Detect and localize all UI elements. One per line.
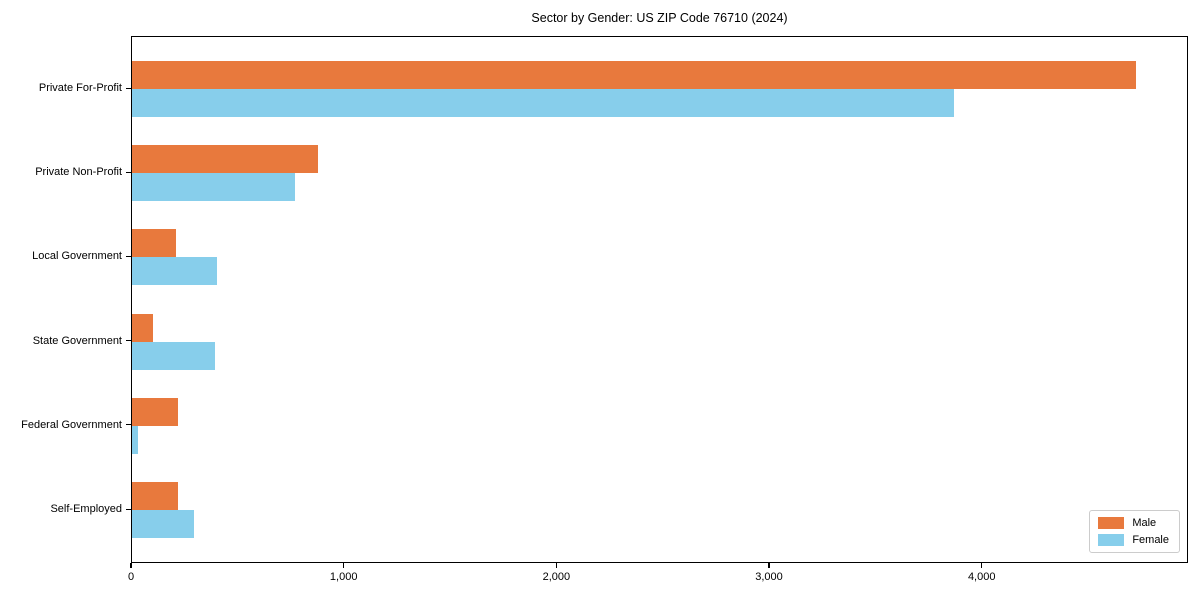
bar-male-private-non-profit	[132, 145, 319, 174]
y-axis-label: Private Non-Profit	[35, 166, 122, 179]
bar-male-state-government	[132, 313, 154, 342]
male-series-swatch	[1098, 517, 1125, 529]
legend-label-female: Female	[1132, 534, 1169, 546]
y-axis-label: State Government	[32, 334, 122, 347]
x-axis-tick	[981, 563, 983, 568]
female-series-swatch	[1098, 534, 1125, 546]
x-axis-tick-label: 0	[127, 571, 135, 583]
x-axis-tick	[555, 563, 557, 568]
x-axis-tick	[343, 563, 345, 568]
legend-item-female: Female	[1098, 534, 1169, 546]
y-axis-tick	[126, 424, 131, 426]
x-axis-tick	[130, 563, 132, 568]
y-axis-tick	[126, 171, 131, 173]
bar-male-local-government	[132, 229, 176, 258]
y-axis-label: Self-Employed	[50, 503, 122, 515]
y-axis-tick	[126, 508, 131, 510]
bar-female-private-for-profit	[132, 89, 954, 117]
bar-male-federal-government	[132, 397, 178, 426]
y-axis-tick	[126, 255, 131, 258]
bar-male-private-for-profit	[132, 61, 1136, 89]
bar-female-state-government	[132, 341, 215, 370]
plot-area: Male Female	[131, 36, 1188, 563]
chart-title: Sector by Gender: US ZIP Code 76710 (202…	[531, 11, 788, 25]
bar-female-self-employed	[132, 510, 194, 538]
y-axis-label: Local Government	[32, 250, 122, 263]
bar-male-self-employed	[132, 482, 178, 510]
bar-female-local-government	[132, 257, 218, 286]
bar-female-federal-government	[132, 425, 139, 454]
legend: Male Female	[1089, 510, 1180, 553]
x-axis-tick-label: 3,000	[755, 571, 783, 583]
x-axis-tick-label: 2,000	[542, 571, 571, 583]
legend-label-male: Male	[1132, 517, 1157, 529]
y-axis-tick	[126, 87, 131, 89]
x-axis-tick-label: 4,000	[967, 571, 996, 583]
y-axis-label: Private For-Profit	[38, 82, 122, 94]
bar-female-private-non-profit	[132, 173, 295, 202]
x-axis-tick-label: 1,000	[329, 571, 358, 583]
y-axis-label: Federal Government	[21, 418, 122, 431]
x-axis-tick	[768, 563, 770, 568]
legend-item-male: Male	[1098, 517, 1169, 529]
y-axis-tick	[126, 340, 131, 342]
